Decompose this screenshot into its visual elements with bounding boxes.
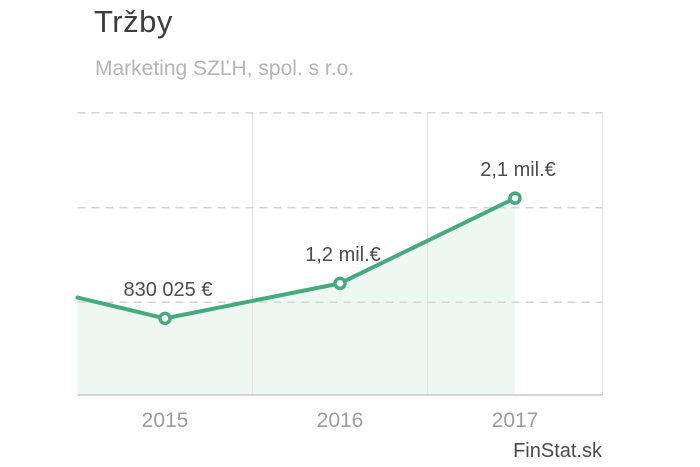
data-point-marker[interactable] [508, 191, 522, 205]
x-axis-label: 2017 [491, 409, 539, 432]
chart-subtitle: Marketing SZĽH, spol. s r.o. [95, 57, 355, 80]
data-point-label: 830 025 € [123, 279, 213, 302]
data-point-marker[interactable] [333, 276, 347, 291]
revenue-line [75, 196, 517, 321]
chart-title: Tržby [94, 4, 173, 39]
data-point-label: 2,1 mil.€ [480, 159, 556, 182]
finstat-watermark: FinStat.sk [513, 440, 602, 462]
x-axis-label: 2015 [141, 409, 189, 432]
data-point-marker[interactable] [158, 311, 172, 326]
x-axis-label: 2016 [316, 409, 364, 432]
area-fill [77, 198, 515, 395]
data-point-label: 1,2 mil.€ [305, 244, 381, 267]
